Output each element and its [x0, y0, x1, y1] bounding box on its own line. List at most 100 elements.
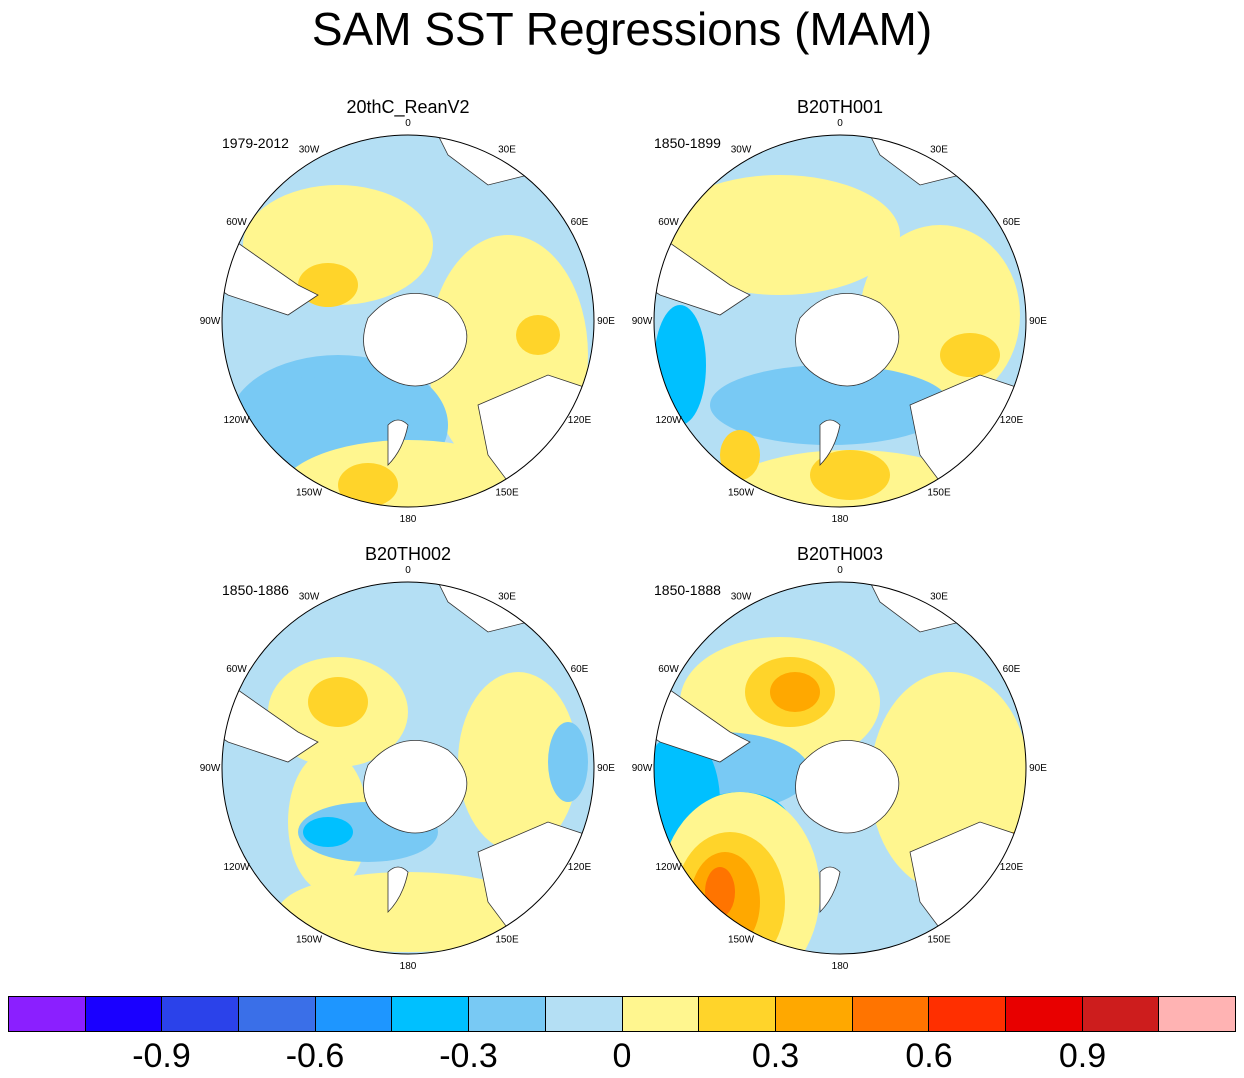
polar-map: 0 30E 60E 90E 120E 150E 180 150W 120W 90W 60W 30W	[632, 565, 1048, 972]
colorbar-box	[775, 997, 853, 1031]
sst-contour	[660, 175, 900, 295]
longitude-label: 30W	[299, 145, 320, 156]
panel-title: B20TH001	[796, 97, 884, 117]
map-border	[653, 134, 1027, 508]
longitude-label: 180	[400, 961, 417, 972]
polar-map: 0 30E 60E 90E 120E 150E 180 150W 120W 90W 60W 30W	[632, 118, 1048, 525]
longitude-label: 90E	[1029, 763, 1047, 774]
longitude-label: 180	[400, 514, 417, 525]
sst-contour	[770, 672, 820, 712]
panel-title: B20TH002	[364, 544, 452, 564]
longitude-label: 30E	[930, 592, 948, 603]
longitude-label: 60E	[1003, 217, 1021, 228]
map-panel-20thc-reanv2: 20thC_ReanV2 1979-2012 0 30E 60E 90E 120E 150…	[188, 97, 628, 555]
colorbar-box	[392, 997, 470, 1031]
colorbar-box	[315, 997, 393, 1031]
colorbar-box	[1082, 997, 1160, 1031]
colorbar-box	[9, 997, 86, 1031]
sst-contour	[720, 430, 760, 480]
longitude-label: 30E	[498, 592, 516, 603]
land-mass	[363, 740, 468, 834]
longitude-label: 120W	[223, 862, 250, 873]
colorbar-tick-label: -0.3	[439, 1037, 498, 1075]
longitude-label: 30E	[498, 145, 516, 156]
panel-period: 1850-1888	[654, 582, 721, 598]
sst-field	[222, 135, 594, 507]
map-border	[221, 134, 595, 508]
longitude-label: 150W	[296, 487, 323, 498]
longitude-label: 90W	[200, 763, 221, 774]
longitude-label: 30E	[930, 145, 948, 156]
colorbar-tick-label: 0.9	[1058, 1037, 1107, 1075]
longitude-label: 120E	[1000, 415, 1024, 426]
colorbar-tick-label: -0.9	[132, 1037, 191, 1075]
colorbar-box	[85, 997, 163, 1031]
panel-title: B20TH003	[796, 544, 884, 564]
map-panel-b20th002: B20TH002 1850-1886 0 30E 60E 90E 120E 150E 180…	[188, 544, 628, 1002]
colorbar-labels: -0.9 -0.6 -0.3 0 0.3 0.6 0.9	[0, 1036, 1244, 1076]
colorbar-tick-label: -0.6	[285, 1037, 345, 1075]
sst-contour	[710, 365, 950, 445]
longitude-label: 150E	[495, 934, 519, 945]
panel-period: 1850-1899	[654, 135, 721, 151]
sst-contour	[940, 333, 1000, 377]
longitude-label: 150E	[927, 934, 951, 945]
land-mass	[387, 866, 409, 913]
colorbar-box	[545, 997, 623, 1031]
land-mass	[859, 135, 961, 186]
map-border	[221, 581, 595, 955]
colorbar-box	[622, 997, 700, 1031]
colorbar-box	[1005, 997, 1083, 1031]
sst-contour	[243, 185, 433, 305]
colorbar-box	[239, 997, 316, 1031]
land-mass	[387, 419, 409, 466]
colorbar-box	[699, 997, 776, 1031]
land-mass	[363, 293, 468, 387]
land-mass	[427, 582, 529, 633]
longitude-label: 90W	[632, 763, 653, 774]
land-mass	[859, 582, 961, 633]
sst-contour	[548, 722, 588, 802]
longitude-label: 90W	[632, 316, 653, 327]
land-mass	[819, 419, 841, 466]
longitude-label: 90E	[597, 763, 615, 774]
land-mass	[819, 866, 841, 913]
longitude-label: 180	[832, 961, 849, 972]
sst-field	[222, 582, 594, 954]
longitude-label: 30W	[731, 592, 752, 603]
colorbar-box	[852, 997, 930, 1031]
longitude-label: 150W	[728, 487, 755, 498]
sst-contour	[278, 872, 538, 952]
longitude-label: 150W	[728, 934, 755, 945]
longitude-label: 120E	[568, 415, 592, 426]
colorbar-tick-label: 0.6	[905, 1037, 953, 1075]
sst-contour	[308, 677, 368, 727]
land-mass	[795, 293, 900, 387]
sst-contour	[280, 377, 336, 413]
sst-field	[654, 135, 1026, 507]
sst-contour	[338, 463, 398, 507]
longitude-label: 60W	[226, 664, 247, 675]
main-title: SAM SST Regressions (MAM)	[311, 3, 933, 55]
sst-contour	[303, 817, 353, 847]
longitude-label: 90W	[200, 316, 221, 327]
longitude-label: 120E	[568, 862, 592, 873]
colorbar-box	[162, 997, 240, 1031]
longitude-label: 60E	[571, 664, 589, 675]
longitude-label: 0	[837, 118, 843, 129]
longitude-label: 120E	[1000, 862, 1024, 873]
longitude-label: 60W	[658, 217, 679, 228]
longitude-label: 60W	[658, 664, 679, 675]
longitude-label: 0	[405, 118, 411, 129]
longitude-label: 150E	[495, 487, 519, 498]
panel-period: 1850-1886	[222, 582, 289, 598]
longitude-label: 120W	[223, 415, 250, 426]
land-mass	[427, 135, 529, 186]
sst-contour	[810, 450, 890, 500]
land-mass	[795, 740, 900, 834]
sst-contour	[516, 315, 560, 355]
longitude-label: 90E	[1029, 316, 1047, 327]
longitude-label: 120W	[655, 415, 682, 426]
sst-contour	[458, 672, 578, 852]
longitude-label: 60E	[1003, 664, 1021, 675]
